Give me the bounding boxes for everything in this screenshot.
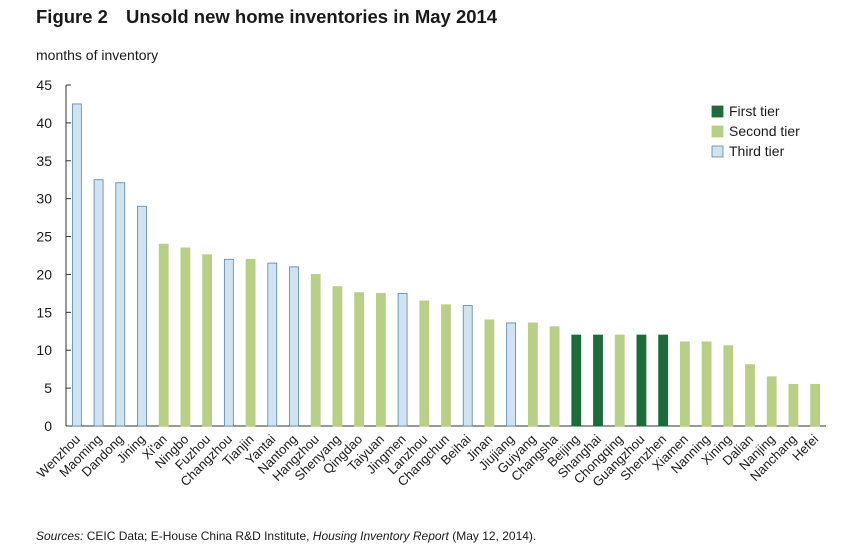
bar-shenzhen [658, 334, 669, 427]
bar-maoming [93, 179, 104, 427]
chart-legend: First tier Second tier Third tier [711, 103, 800, 159]
bar-nantong [289, 266, 299, 427]
legend-label: Third tier [729, 143, 785, 159]
bar-tianjin [245, 258, 256, 427]
x-tick-label: Hefei [789, 431, 821, 463]
y-tick-label: 5 [44, 380, 52, 396]
bar-qingdao [354, 292, 365, 427]
bar-wenzhou [71, 103, 82, 427]
bar-beijing [571, 334, 582, 427]
bar-changsha [549, 326, 560, 427]
bar-guiyang [527, 322, 538, 427]
bar-changchun [441, 304, 451, 427]
bar-jining [137, 205, 147, 427]
figure-title-text: Unsold new home inventories in May 2014 [125, 6, 498, 27]
y-tick-label: 35 [36, 153, 52, 169]
legend-swatch [711, 145, 724, 158]
bar-xiamen [679, 341, 690, 427]
y-tick-label: 30 [36, 191, 52, 207]
figure-number: Figure 2 [36, 6, 108, 27]
bar-shenyang [332, 286, 343, 427]
bar-dandong [115, 182, 126, 427]
y-tick-label: 45 [36, 77, 52, 93]
y-tick-label: 15 [36, 304, 52, 320]
source-note: Sources: CEIC Data; E-House China R&D In… [36, 529, 536, 543]
bar-nanning [701, 341, 712, 427]
chart-bars [71, 103, 821, 427]
source-text-1: CEIC Data; E-House China R&D Institute, [83, 529, 313, 543]
source-prefix: Sources: [36, 529, 84, 543]
bar-changzhou [223, 258, 234, 427]
y-tick-label: 10 [36, 342, 52, 358]
bar-lanzhou [419, 300, 430, 427]
legend-label: Second tier [729, 123, 800, 139]
y-tick-label: 0 [44, 418, 52, 434]
bar-beihai [462, 305, 473, 427]
legend-label: First tier [729, 103, 780, 119]
legend-swatch [711, 125, 724, 138]
source-report-title: Housing Inventory Report [312, 529, 449, 543]
bar-taiyuan [375, 292, 386, 427]
bar-guangzhou [636, 334, 647, 427]
bar-hefei [810, 383, 821, 427]
y-tick-label: 25 [36, 229, 52, 245]
bar-xian [158, 243, 169, 427]
bar-ningbo [180, 247, 191, 427]
bar-nanjing [766, 376, 777, 427]
bar-nanchang [788, 383, 799, 427]
bar-jiujiang [506, 322, 517, 427]
bar-jinan [484, 319, 495, 427]
legend-swatch [711, 105, 724, 118]
chart-axes: 0 5 10 15 20 25 30 35 40 45 [36, 77, 826, 434]
figure-title: Figure 2 Unsold new home inventories in M… [36, 6, 497, 28]
x-tick-labels: WenzhouMaomingDandongJiningXi'anNingboFu… [34, 431, 822, 490]
bar-xining [723, 345, 734, 427]
source-text-2: (May 12, 2014). [448, 529, 537, 543]
bar-fuzhou [202, 254, 213, 427]
y-axis-unit-label: months of inventory [36, 47, 159, 63]
y-tick-label: 40 [36, 115, 52, 131]
bar-shanghai [593, 334, 603, 427]
bar-hangzhou [310, 274, 321, 427]
bar-chongqing [614, 334, 625, 427]
y-tick-label: 20 [36, 266, 52, 282]
bar-yantai [267, 262, 278, 427]
bar-jingmen [397, 292, 408, 427]
bar-dalian [745, 364, 755, 427]
